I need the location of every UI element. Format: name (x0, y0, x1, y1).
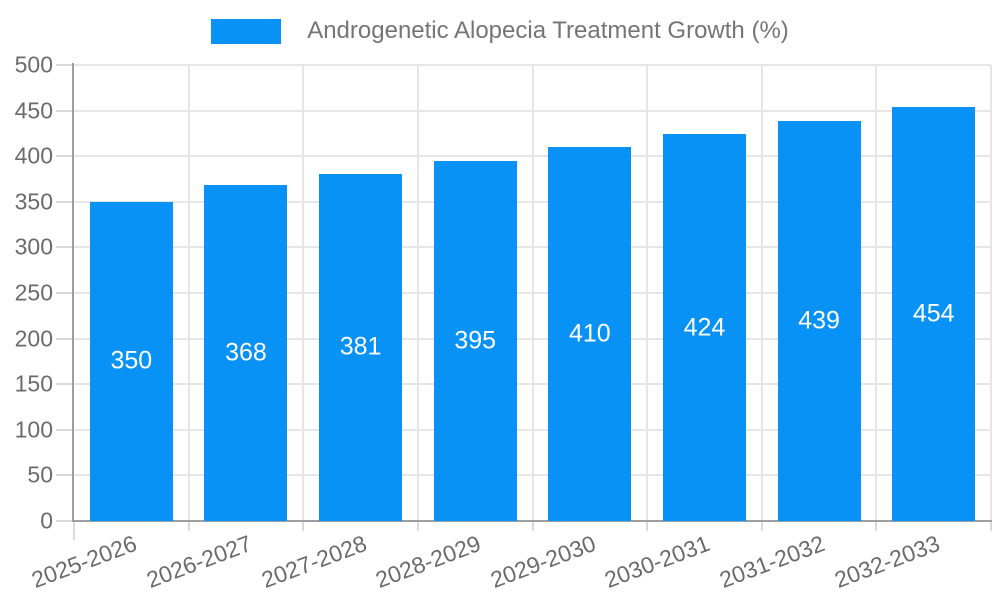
bar[interactable]: 439 (777, 120, 861, 521)
x-tick-label: 2032-2033 (830, 530, 943, 593)
y-tick-label: 350 (14, 188, 53, 215)
x-tick-label: 2027-2028 (257, 530, 370, 593)
bar-value-label: 368 (225, 338, 267, 367)
bar[interactable]: 454 (892, 106, 976, 521)
bar[interactable]: 424 (662, 134, 746, 521)
bar[interactable]: 368 (204, 185, 288, 521)
y-axis-tick (56, 474, 74, 477)
x-axis-tick (875, 521, 878, 531)
x-axis-tick (646, 521, 649, 531)
y-tick-label: 300 (14, 233, 53, 260)
bar-value-label: 395 (454, 326, 497, 355)
x-gridline (531, 65, 534, 521)
bar-value-label: 424 (683, 313, 726, 342)
x-gridline (302, 65, 305, 521)
bar-value-label: 454 (912, 299, 955, 328)
x-tick-label: 2025-2026 (28, 530, 141, 593)
y-tick-label: 100 (14, 416, 53, 443)
y-axis-tick (56, 109, 74, 112)
x-axis-tick (302, 521, 305, 531)
chart-legend: Androgenetic Alopecia Treatment Growth (… (0, 18, 1000, 44)
y-tick-label: 450 (14, 97, 53, 124)
x-tick-label: 2026-2027 (142, 530, 256, 593)
y-tick-label: 150 (14, 370, 53, 397)
y-tick-label: 50 (27, 461, 53, 488)
x-axis-line (72, 520, 992, 522)
bar[interactable]: 350 (89, 201, 173, 521)
bar-value-label: 350 (110, 346, 153, 375)
x-gridline (875, 65, 878, 521)
x-axis-tick (73, 521, 75, 540)
x-axis-tick (990, 521, 992, 531)
y-tick-label: 500 (14, 51, 53, 78)
y-axis-tick (56, 246, 74, 249)
bar[interactable]: 395 (433, 160, 517, 521)
y-axis-tick (56, 155, 74, 158)
y-tick-label: 200 (14, 325, 53, 352)
y-axis-tick (56, 200, 74, 203)
x-gridline (416, 65, 419, 521)
y-tick-label: 0 (40, 507, 53, 534)
y-axis-tick (56, 428, 74, 431)
y-axis-tick (56, 337, 74, 340)
x-axis-tick (531, 521, 534, 531)
x-tick-label: 2031-2032 (716, 530, 829, 593)
bar-value-label: 439 (798, 306, 840, 335)
y-axis-line (72, 63, 74, 521)
x-tick-label: 2029-2030 (486, 530, 599, 593)
x-axis-tick (416, 521, 419, 531)
x-gridline (187, 65, 190, 521)
y-axis-tick (56, 520, 74, 522)
x-axis-tick (760, 521, 763, 531)
x-gridline (760, 65, 763, 521)
bar[interactable]: 410 (548, 147, 632, 521)
y-axis-tick (56, 383, 74, 386)
bar-value-label: 410 (568, 319, 611, 348)
bar-value-label: 381 (339, 332, 382, 361)
x-axis-tick (187, 521, 190, 531)
legend-item[interactable]: Androgenetic Alopecia Treatment Growth (… (211, 18, 789, 44)
x-gridline (990, 65, 992, 521)
y-tick-label: 250 (14, 279, 53, 306)
y-axis-tick (56, 64, 74, 66)
y-axis-tick (56, 292, 74, 294)
x-tick-label: 2028-2029 (372, 530, 485, 593)
x-tick-label: 2030-2031 (601, 530, 714, 593)
bar[interactable]: 381 (319, 173, 403, 521)
legend-swatch-icon (211, 18, 282, 44)
legend-label: Androgenetic Alopecia Treatment Growth (… (307, 17, 789, 44)
y-tick-label: 400 (14, 142, 53, 169)
x-gridline (646, 65, 649, 521)
